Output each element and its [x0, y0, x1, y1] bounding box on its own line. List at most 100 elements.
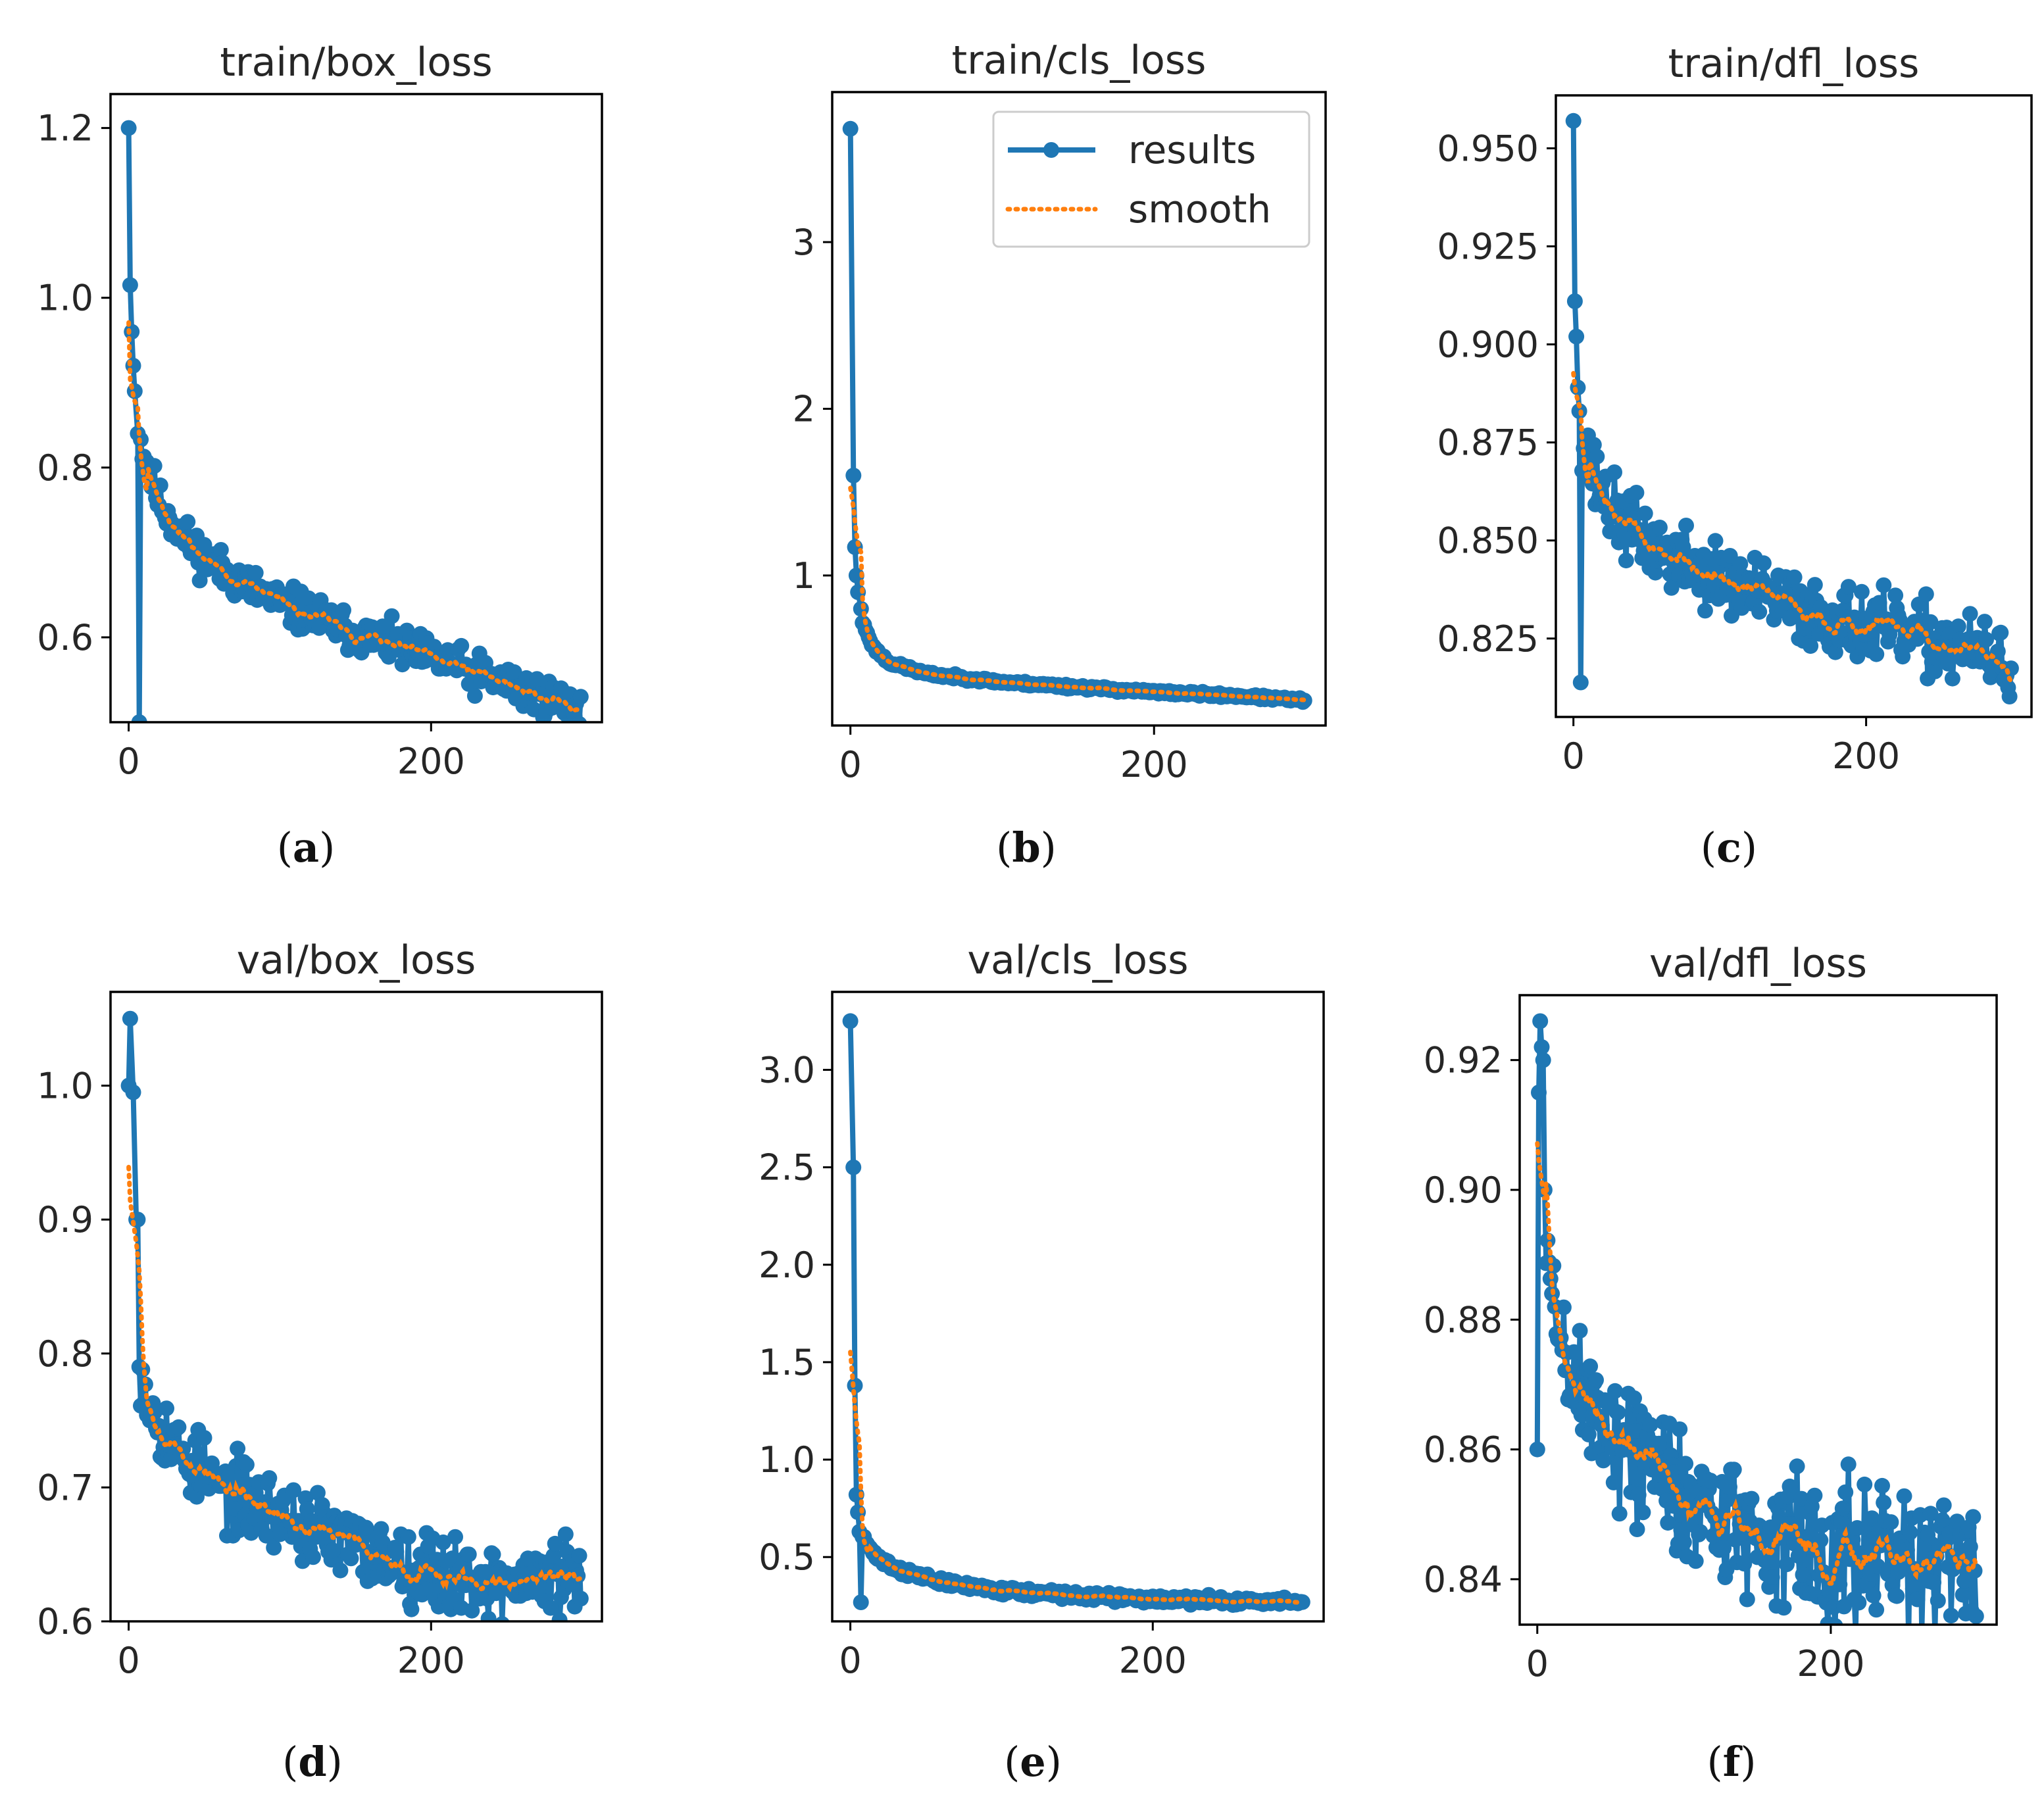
- results-point: [1566, 293, 1583, 309]
- y-tick-label: 0.7: [37, 1467, 93, 1508]
- results-point: [1533, 1039, 1550, 1055]
- results-point: [305, 1549, 321, 1565]
- x-tick-label: 0: [1562, 735, 1585, 777]
- results-point: [309, 1485, 326, 1501]
- results-point: [261, 1470, 278, 1487]
- results-point: [299, 1501, 315, 1517]
- results-point: [1853, 583, 1870, 600]
- plot-area: [842, 1013, 1310, 1613]
- results-point: [170, 1419, 187, 1435]
- y-tick-label: 0.925: [1437, 226, 1539, 268]
- y-tick-label: 0.88: [1424, 1299, 1503, 1340]
- results-point: [453, 637, 470, 654]
- results-point: [1743, 1490, 1760, 1507]
- results-point: [461, 1546, 477, 1563]
- y-tick-label: 1.0: [37, 1066, 93, 1107]
- results-point: [122, 277, 138, 293]
- results-point: [1588, 1372, 1604, 1389]
- chart-title: train/dfl_loss: [1668, 41, 1920, 87]
- results-point: [1883, 1514, 1899, 1531]
- smooth-line: [848, 485, 1307, 702]
- x-tick-label: 200: [397, 1640, 465, 1681]
- results-point: [1956, 1573, 1972, 1589]
- results-point: [1294, 1594, 1310, 1610]
- results-point: [1629, 1521, 1645, 1537]
- y-tick-label: 2: [793, 389, 815, 430]
- smooth-line: [1535, 1141, 1979, 1588]
- y-tick-label: 0.6: [37, 617, 93, 658]
- smooth-line: [126, 1164, 584, 1592]
- y-tick-label: 0.850: [1437, 520, 1539, 562]
- results-point: [1902, 1524, 1918, 1540]
- results-point: [1876, 1494, 1892, 1511]
- results-point: [1834, 1500, 1851, 1517]
- results-point: [1716, 1540, 1732, 1556]
- results-point: [324, 1542, 341, 1559]
- results-point: [1610, 1404, 1626, 1421]
- x-tick-label: 0: [839, 1640, 861, 1681]
- results-point: [551, 1612, 568, 1621]
- results-point: [1580, 1426, 1597, 1442]
- results-point: [266, 1540, 282, 1556]
- y-tick-label: 0.86: [1424, 1429, 1503, 1471]
- y-tick-label: 3.0: [759, 1050, 815, 1091]
- results-point: [247, 564, 264, 581]
- results-point: [1922, 1506, 1939, 1522]
- axes-frame: [1518, 994, 1998, 1626]
- results-point: [230, 1440, 246, 1457]
- results-point: [1722, 1479, 1737, 1495]
- results-point: [1833, 1513, 1849, 1529]
- results-point: [384, 608, 400, 624]
- results-point: [1871, 595, 1887, 611]
- chart-panel-a: train/box_loss 0 200 0.6 0.8 1.0 1.2 (a): [37, 39, 603, 872]
- y-tick-label: 0.875: [1437, 422, 1539, 464]
- panel-caption: (e): [1004, 1738, 1062, 1786]
- results-point: [572, 1590, 589, 1607]
- results-point: [1786, 569, 1803, 585]
- panel-caption: (b): [996, 824, 1057, 872]
- results-point: [1618, 553, 1634, 569]
- results-point: [480, 1610, 497, 1621]
- chart-title: val/cls_loss: [968, 937, 1189, 983]
- y-tick-label: 0.84: [1424, 1559, 1503, 1600]
- results-point: [1611, 1506, 1628, 1522]
- results-point: [1868, 646, 1885, 662]
- results-point: [506, 664, 522, 680]
- results-point: [1626, 1390, 1642, 1406]
- results-point: [848, 1487, 864, 1503]
- y-tick-label: 1.0: [759, 1439, 815, 1481]
- results-point: [180, 514, 196, 530]
- y-tick-label: 0.825: [1437, 618, 1539, 660]
- results-point: [1535, 1052, 1551, 1068]
- results-point: [1789, 1458, 1805, 1475]
- results-point: [1566, 1344, 1582, 1360]
- results-point: [1739, 1591, 1755, 1608]
- x-tick-label: 200: [1120, 744, 1188, 785]
- results-point: [1782, 1478, 1798, 1494]
- results-point: [571, 716, 587, 722]
- results-point: [1660, 1515, 1676, 1531]
- results-point: [1807, 577, 1823, 593]
- y-tick-label: 1: [793, 555, 815, 597]
- results-point: [1837, 1484, 1854, 1500]
- results-point: [2003, 660, 2019, 677]
- results-point: [1807, 1487, 1823, 1504]
- results-point: [1764, 1569, 1780, 1585]
- results-point: [196, 1430, 212, 1446]
- y-tick-label: 0.900: [1437, 324, 1539, 366]
- results-point: [1857, 1476, 1873, 1492]
- results-point: [1840, 579, 1857, 595]
- results-point: [853, 1594, 869, 1610]
- panel-caption: (f): [1707, 1738, 1756, 1786]
- results-point: [1865, 1587, 1882, 1604]
- y-tick-label: 2.0: [759, 1244, 815, 1286]
- results-point: [343, 1550, 359, 1567]
- results-point: [151, 1417, 167, 1434]
- results-point: [1922, 614, 1939, 630]
- results-point: [545, 1548, 562, 1564]
- results-point: [1545, 1258, 1562, 1274]
- results-point: [1918, 586, 1934, 603]
- results-point: [1532, 1013, 1549, 1029]
- results-point: [1930, 1592, 1946, 1609]
- results-point: [435, 1534, 451, 1550]
